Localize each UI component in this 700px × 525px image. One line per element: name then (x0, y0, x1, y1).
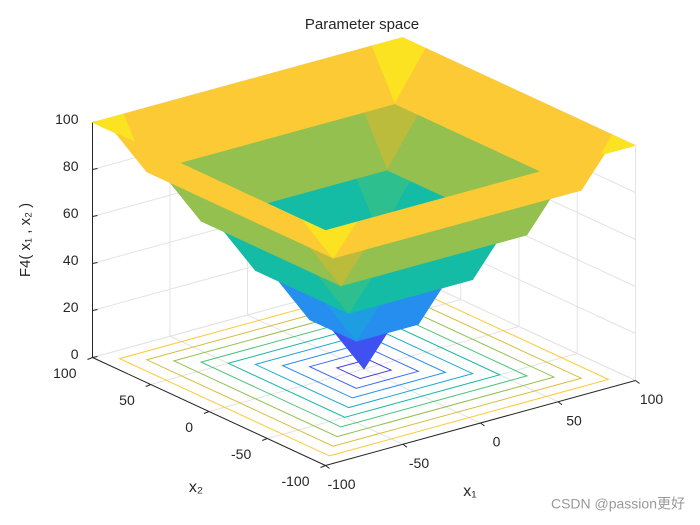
y-tick-label: 0 (185, 419, 193, 435)
z-tick (92, 356, 98, 358)
x-tick-label: 50 (566, 412, 582, 428)
x-tick-label: -50 (409, 455, 429, 471)
x-tick (635, 380, 640, 384)
chart-title: Parameter space (305, 16, 419, 33)
x-tick-label: 0 (493, 434, 501, 450)
z-tick-label: 60 (63, 205, 79, 221)
y-axis-label: x₂ (189, 479, 203, 496)
z-tick-label: 100 (55, 111, 79, 127)
y-tick (145, 384, 151, 387)
x-tick (557, 401, 563, 406)
z-tick-label: 0 (71, 346, 79, 362)
z-tick-label: 80 (63, 158, 79, 174)
x-tick (402, 443, 408, 448)
y-tick (320, 465, 326, 468)
surface-cell (301, 219, 358, 259)
watermark: CSDN @passion更好 (551, 496, 685, 512)
z-tick-label: 40 (63, 252, 79, 268)
y-tick-label: 50 (119, 392, 135, 408)
y-tick (87, 357, 93, 360)
x-tick-label: -100 (327, 476, 355, 492)
z-tick (92, 309, 98, 311)
z-tick (92, 168, 98, 170)
y-tick-label: -50 (231, 446, 251, 462)
y-tick-label: -100 (281, 473, 309, 489)
x-tick (325, 465, 330, 469)
z-tick (92, 262, 98, 264)
z-axis-label: F4( x₁ , x₂ ) (17, 203, 34, 277)
z-tick (92, 215, 98, 217)
x-tick (480, 422, 485, 427)
y-tick-label: 100 (53, 365, 77, 381)
x-tick-label: 100 (640, 391, 664, 407)
x-axis-label: x₁ (463, 483, 476, 500)
y-tick (262, 438, 268, 441)
z-tick-label: 20 (63, 299, 79, 315)
y-tick (203, 411, 210, 414)
